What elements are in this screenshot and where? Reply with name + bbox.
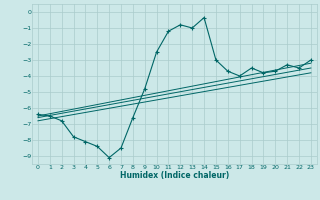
X-axis label: Humidex (Indice chaleur): Humidex (Indice chaleur) xyxy=(120,171,229,180)
